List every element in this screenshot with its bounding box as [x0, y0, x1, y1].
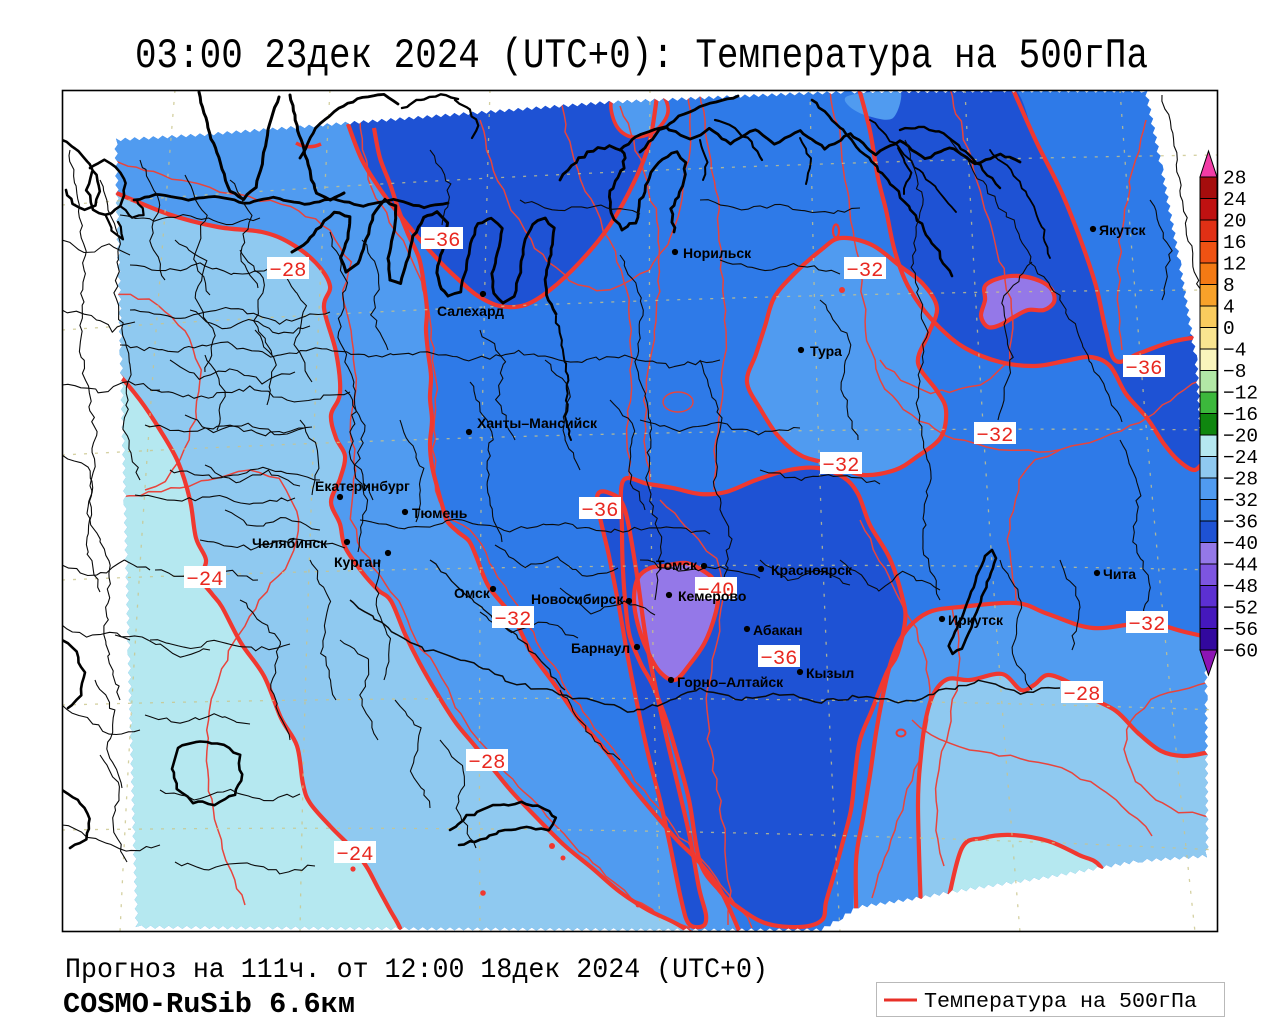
svg-text:12: 12 — [1223, 254, 1246, 276]
svg-text:Томск: Томск — [656, 557, 698, 573]
svg-text:−24: −24 — [337, 844, 374, 867]
svg-text:−36: −36 — [1223, 512, 1258, 534]
svg-text:−36: −36 — [761, 648, 798, 671]
svg-text:−16: −16 — [1223, 404, 1258, 426]
svg-text:−36: −36 — [1126, 358, 1163, 381]
svg-text:Температура на 500гПа: Температура на 500гПа — [924, 991, 1197, 1014]
svg-text:16: 16 — [1223, 232, 1246, 254]
svg-text:−12: −12 — [1223, 383, 1258, 405]
svg-text:Иркутск: Иркутск — [948, 612, 1004, 628]
svg-text:Якутск: Якутск — [1099, 222, 1146, 238]
svg-text:24: 24 — [1223, 189, 1246, 211]
svg-text:Омск: Омск — [454, 585, 491, 601]
svg-text:Чита: Чита — [1103, 566, 1136, 582]
svg-text:−32: −32 — [1223, 490, 1258, 512]
svg-text:Кемерово: Кемерово — [678, 588, 746, 604]
svg-text:−4: −4 — [1223, 340, 1246, 362]
svg-text:Тюмень: Тюмень — [412, 505, 468, 521]
svg-text:−56: −56 — [1223, 619, 1258, 641]
svg-text:Салехард: Салехард — [437, 303, 504, 319]
svg-text:Красноярск: Красноярск — [771, 562, 853, 578]
svg-text:−24: −24 — [187, 569, 224, 592]
svg-text:−32: −32 — [495, 609, 532, 632]
svg-text:−32: −32 — [823, 455, 860, 478]
svg-text:Тура: Тура — [810, 343, 842, 359]
svg-text:−48: −48 — [1223, 576, 1258, 598]
svg-text:−28: −28 — [270, 260, 307, 283]
svg-text:−20: −20 — [1223, 426, 1258, 448]
svg-text:Норильск: Норильск — [683, 245, 752, 261]
svg-text:4: 4 — [1223, 297, 1235, 319]
svg-text:−28: −28 — [469, 752, 506, 775]
svg-text:−36: −36 — [582, 500, 619, 523]
svg-text:Екатеринбург: Екатеринбург — [315, 478, 410, 494]
svg-text:−60: −60 — [1223, 641, 1258, 663]
svg-text:−40: −40 — [1223, 533, 1258, 555]
svg-text:Барнаул: Барнаул — [571, 640, 630, 656]
svg-text:Ханты–Мансийск: Ханты–Мансийск — [477, 415, 598, 431]
svg-text:COSMO-RuSib 6.6км: COSMO-RuSib 6.6км — [63, 988, 355, 1021]
svg-text:28: 28 — [1223, 168, 1246, 190]
svg-text:Курган: Курган — [334, 554, 381, 570]
svg-text:8: 8 — [1223, 275, 1235, 297]
svg-text:Прогноз на 111ч. от 12:00 18де: Прогноз на 111ч. от 12:00 18дек 2024 (UT… — [65, 955, 768, 986]
svg-text:Горно–Алтайск: Горно–Алтайск — [677, 674, 784, 690]
svg-text:−24: −24 — [1223, 447, 1258, 469]
svg-text:Новосибирск: Новосибирск — [531, 591, 624, 607]
svg-text:−28: −28 — [1223, 469, 1258, 491]
svg-text:−28: −28 — [1064, 684, 1101, 707]
svg-text:20: 20 — [1223, 211, 1246, 233]
svg-text:−8: −8 — [1223, 361, 1246, 383]
svg-text:03:00 23дек 2024 (UTC+0): Темп: 03:00 23дек 2024 (UTC+0): Температура на… — [135, 32, 1148, 80]
svg-text:−52: −52 — [1223, 598, 1258, 620]
svg-text:−32: −32 — [977, 425, 1014, 448]
svg-text:Кызыл: Кызыл — [806, 665, 854, 681]
svg-text:0: 0 — [1223, 318, 1235, 340]
svg-text:−44: −44 — [1223, 555, 1258, 577]
svg-text:−32: −32 — [847, 260, 884, 283]
svg-text:−36: −36 — [424, 230, 461, 253]
svg-text:−32: −32 — [1129, 614, 1166, 637]
svg-text:−40: −40 — [698, 580, 735, 603]
svg-text:Челябинск: Челябинск — [252, 535, 328, 551]
svg-text:Абакан: Абакан — [753, 622, 803, 638]
